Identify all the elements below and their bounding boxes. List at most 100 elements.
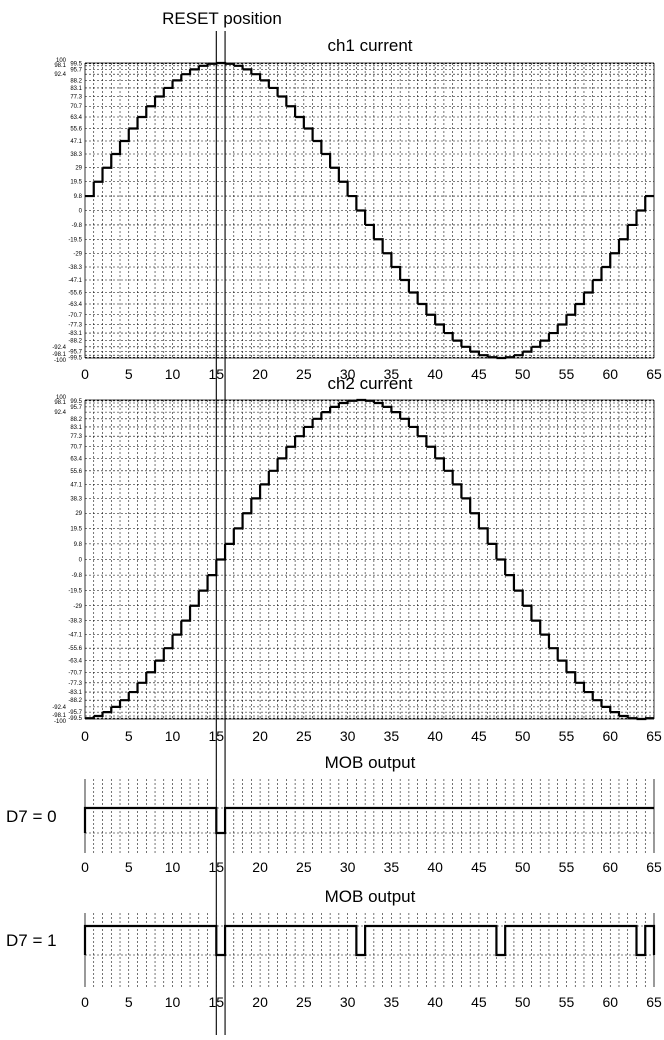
- x-tick-label: 0: [81, 994, 89, 1010]
- step-segment: [347, 194, 358, 211]
- y-tick-label: -95.7: [68, 350, 82, 356]
- step-segment: [540, 633, 551, 649]
- step-segment: [365, 399, 375, 404]
- x-tick-labels: 0 5 10 15 20 25 30 35 40 45 50 55 60 65: [81, 994, 662, 1010]
- step-segment: [233, 64, 244, 70]
- step-segment: [338, 400, 349, 405]
- y-tick-label: -100: [54, 719, 67, 725]
- step-segment: [347, 399, 358, 402]
- x-tick-label: 40: [427, 728, 443, 744]
- step-segment: [225, 528, 235, 545]
- step-segment: [338, 180, 349, 197]
- step-segment: [181, 605, 192, 622]
- y-tick-label: -100: [54, 358, 67, 364]
- step-segment: [260, 470, 270, 486]
- x-tick-label: 55: [559, 994, 575, 1010]
- step-segment: [575, 681, 586, 693]
- step-segment: [295, 115, 305, 129]
- y-tick-label: 95.7: [70, 67, 82, 73]
- step-segment: [426, 445, 437, 459]
- step-segment: [400, 417, 410, 427]
- step-segment: [190, 65, 200, 71]
- step-segment: [303, 127, 314, 142]
- step-segment: [330, 403, 340, 408]
- step-segment: [566, 304, 577, 316]
- step-segment: [435, 457, 446, 471]
- horizontal-grid: [85, 807, 654, 834]
- x-tick-label: 55: [559, 366, 575, 382]
- step-segment: [295, 426, 305, 438]
- vertical-grid: [84, 779, 655, 853]
- x-tick-label: 5: [125, 728, 133, 744]
- x-tick-labels: 0 5 10 15 20 25 30 35 40 45 50 55 60 65: [81, 366, 662, 382]
- step-segment: [172, 620, 183, 636]
- step-segment: [146, 660, 157, 674]
- x-tick-label: 60: [602, 366, 618, 382]
- step-segment: [592, 266, 603, 282]
- y-tick-label: 99.5: [70, 399, 82, 405]
- y-tick-label: 19.5: [70, 526, 82, 532]
- x-tick-label: 20: [252, 859, 268, 875]
- x-tick-label: 40: [427, 859, 443, 875]
- y-tick-label: -47.1: [68, 633, 82, 639]
- y-tick-label: 0: [79, 558, 83, 564]
- y-tick-label: 83.1: [70, 86, 82, 92]
- y-tick-label: -70.7: [68, 313, 82, 319]
- x-tick-label: 45: [471, 366, 487, 382]
- y-tick-label: 29: [75, 511, 82, 517]
- step-segment: [356, 209, 367, 225]
- x-tick-label: 60: [602, 859, 618, 875]
- y-tick-label: 100: [56, 395, 67, 401]
- x-tick-label: 45: [471, 859, 487, 875]
- x-tick-label: 0: [81, 366, 89, 382]
- step-segment: [636, 196, 647, 212]
- step-segment: [443, 331, 454, 341]
- step-segment: [382, 252, 393, 267]
- condition-label: D7 = 0: [6, 807, 57, 826]
- y-tick-label: -98.1: [52, 352, 66, 358]
- step-segment: [93, 712, 104, 718]
- step-segment: [531, 340, 542, 348]
- step-segment: [487, 542, 498, 560]
- step-segment: [190, 590, 200, 607]
- mob-signal: [83, 924, 656, 957]
- step-segment: [610, 239, 621, 255]
- x-tick-label: 20: [252, 994, 268, 1010]
- y-tick-label: -83.1: [68, 331, 82, 337]
- step-segment: [128, 116, 139, 130]
- horizontal-grid: [85, 925, 654, 956]
- y-tick-label: -47.1: [68, 278, 82, 284]
- step-segment: [443, 469, 454, 485]
- step-segment: [391, 411, 402, 419]
- y-tick-label: 47.1: [70, 482, 82, 488]
- step-segment: [216, 61, 227, 65]
- step-segment: [286, 105, 297, 117]
- step-segment: [277, 95, 288, 107]
- x-tick-label: 5: [125, 859, 133, 875]
- y-tick-label: -77.3: [68, 681, 82, 687]
- y-tick-label: 88.2: [70, 78, 82, 84]
- y-tick-label: 47.1: [70, 139, 82, 145]
- y-tick-label: 63.4: [70, 456, 82, 462]
- x-tick-label: 50: [515, 994, 531, 1010]
- step-segment: [242, 498, 253, 515]
- step-segment: [470, 512, 481, 529]
- y-tick-label: -92.4: [52, 345, 66, 351]
- x-tick-label: 45: [471, 994, 487, 1010]
- step-segment: [531, 619, 542, 635]
- step-segment: [321, 152, 332, 168]
- step-segment: [540, 333, 551, 342]
- x-tick-label: 55: [559, 859, 575, 875]
- x-tick-label: 45: [471, 728, 487, 744]
- y-tick-label: -19.5: [68, 589, 82, 595]
- step-segment: [417, 302, 428, 315]
- condition-label: D7 = 1: [6, 931, 57, 950]
- step-segment: [400, 278, 410, 293]
- y-tick-label: 9.8: [74, 194, 83, 200]
